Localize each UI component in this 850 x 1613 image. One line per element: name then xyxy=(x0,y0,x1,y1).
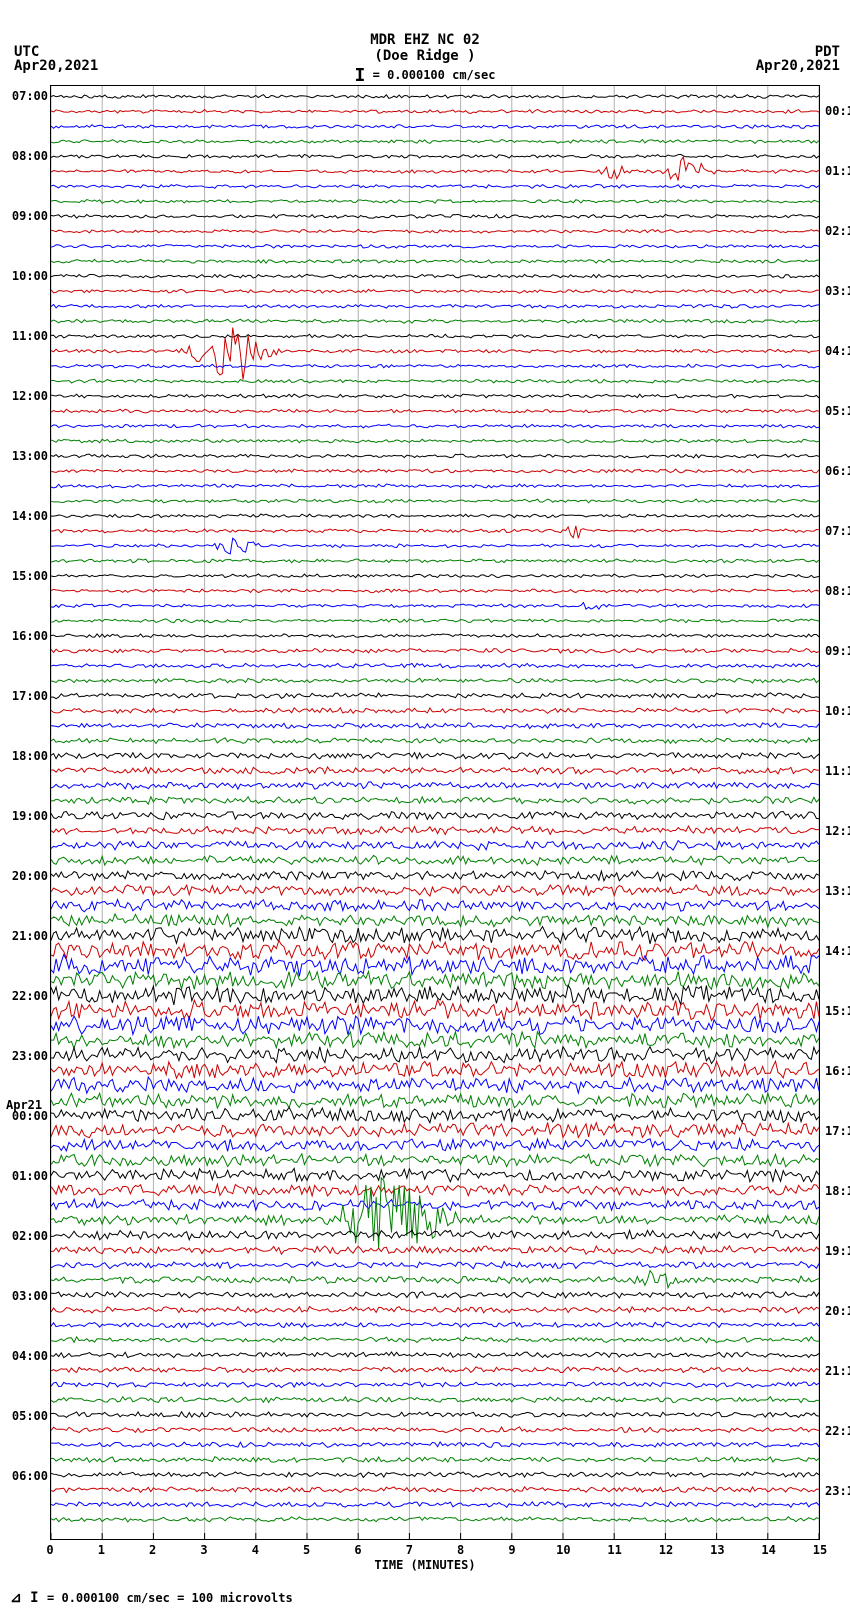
station-code: MDR EHZ NC 02 xyxy=(0,32,850,49)
right-hour-label: 06:15 xyxy=(825,464,850,478)
right-hour-label: 03:15 xyxy=(825,284,850,298)
right-hour-label: 10:15 xyxy=(825,704,850,718)
right-hour-label: 18:15 xyxy=(825,1184,850,1198)
left-hour-label: 20:00 xyxy=(6,869,48,883)
x-tick: 11 xyxy=(607,1543,621,1557)
left-hour-label: 11:00 xyxy=(6,329,48,343)
right-hour-label: 13:15 xyxy=(825,884,850,898)
left-date: Apr20,2021 xyxy=(14,58,98,75)
left-hour-label: 01:00 xyxy=(6,1169,48,1183)
right-hour-label: 14:15 xyxy=(825,944,850,958)
left-hour-label: 10:00 xyxy=(6,269,48,283)
left-hour-label: 19:00 xyxy=(6,809,48,823)
left-hour-label: 22:00 xyxy=(6,989,48,1003)
left-hour-label: 04:00 xyxy=(6,1349,48,1363)
right-hour-label: 04:15 xyxy=(825,344,850,358)
left-hour-label: 17:00 xyxy=(6,689,48,703)
right-date: Apr20,2021 xyxy=(756,58,840,75)
right-hour-label: 23:15 xyxy=(825,1484,850,1498)
x-tick: 14 xyxy=(761,1543,775,1557)
x-tick: 7 xyxy=(406,1543,413,1557)
x-axis-title: TIME (MINUTES) xyxy=(0,1558,850,1572)
right-hour-label: 12:15 xyxy=(825,824,850,838)
right-hour-label: 16:15 xyxy=(825,1064,850,1078)
x-tick: 9 xyxy=(508,1543,515,1557)
x-tick: 3 xyxy=(200,1543,207,1557)
right-hour-label: 20:15 xyxy=(825,1304,850,1318)
x-tick: 12 xyxy=(659,1543,673,1557)
x-tick: 0 xyxy=(46,1543,53,1557)
right-hour-label: 21:15 xyxy=(825,1364,850,1378)
left-hour-label: 08:00 xyxy=(6,149,48,163)
right-hour-label: 08:15 xyxy=(825,584,850,598)
left-hour-label: 09:00 xyxy=(6,209,48,223)
x-tick: 10 xyxy=(556,1543,570,1557)
left-hour-label: 02:00 xyxy=(6,1229,48,1243)
left-hour-label: 16:00 xyxy=(6,629,48,643)
right-hour-label: 02:15 xyxy=(825,224,850,238)
right-hour-label: 15:15 xyxy=(825,1004,850,1018)
footer-text: = 0.000100 cm/sec = 100 microvolts xyxy=(47,1591,293,1605)
x-tick: 1 xyxy=(98,1543,105,1557)
left-hour-label: 15:00 xyxy=(6,569,48,583)
x-tick: 13 xyxy=(710,1543,724,1557)
plot-svg xyxy=(51,86,819,1539)
left-hour-label: 14:00 xyxy=(6,509,48,523)
right-hour-label: 00:15 xyxy=(825,104,850,118)
left-hour-label: 23:00 xyxy=(6,1049,48,1063)
x-tick: 2 xyxy=(149,1543,156,1557)
left-hour-label: 12:00 xyxy=(6,389,48,403)
scale-text: = 0.000100 cm/sec xyxy=(373,68,496,82)
right-hour-label: 07:15 xyxy=(825,524,850,538)
left-hour-label: 03:00 xyxy=(6,1289,48,1303)
scale-marker: I = 0.000100 cm/sec xyxy=(355,65,496,86)
right-hour-label: 01:15 xyxy=(825,164,850,178)
left-hour-label: 05:00 xyxy=(6,1409,48,1423)
right-hour-label: 22:15 xyxy=(825,1424,850,1438)
left-hour-label: 18:00 xyxy=(6,749,48,763)
helicorder-plot xyxy=(50,85,820,1540)
x-tick: 8 xyxy=(457,1543,464,1557)
left-hour-label: 21:00 xyxy=(6,929,48,943)
left-hour-label: 06:00 xyxy=(6,1469,48,1483)
x-tick: 5 xyxy=(303,1543,310,1557)
footer-note: ⊿ I = 0.000100 cm/sec = 100 microvolts xyxy=(10,1590,293,1606)
x-tick: 6 xyxy=(354,1543,361,1557)
right-hour-label: 17:15 xyxy=(825,1124,850,1138)
right-hour-label: 09:15 xyxy=(825,644,850,658)
right-hour-label: 11:15 xyxy=(825,764,850,778)
x-tick: 4 xyxy=(252,1543,259,1557)
day-break-label: Apr21 xyxy=(6,1098,42,1112)
right-hour-label: 05:15 xyxy=(825,404,850,418)
station-name: (Doe Ridge ) xyxy=(0,48,850,65)
left-hour-label: 07:00 xyxy=(6,89,48,103)
right-hour-label: 19:15 xyxy=(825,1244,850,1258)
helicorder-page: MDR EHZ NC 02 (Doe Ridge ) I = 0.000100 … xyxy=(0,0,850,1613)
left-hour-label: 13:00 xyxy=(6,449,48,463)
x-tick: 15 xyxy=(813,1543,827,1557)
